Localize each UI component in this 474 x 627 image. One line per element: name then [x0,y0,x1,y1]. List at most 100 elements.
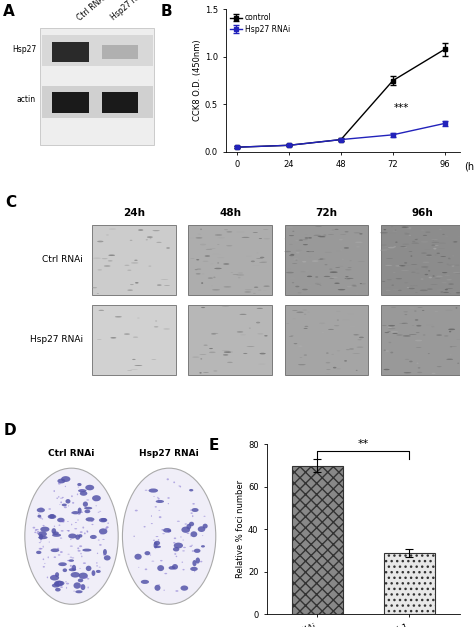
Ellipse shape [417,372,422,373]
Bar [292,466,343,614]
Ellipse shape [431,245,435,246]
Ellipse shape [342,319,350,320]
Ellipse shape [395,241,398,243]
Legend: control, Hsp27 RNAi: control, Hsp27 RNAi [230,13,290,33]
Ellipse shape [197,269,201,270]
Ellipse shape [102,258,108,259]
Ellipse shape [438,262,443,263]
Ellipse shape [412,241,415,243]
Ellipse shape [388,327,392,328]
Ellipse shape [134,260,137,261]
Ellipse shape [176,556,177,557]
Ellipse shape [94,500,96,502]
Ellipse shape [99,518,107,522]
Ellipse shape [349,260,352,261]
Ellipse shape [62,497,64,498]
Text: Hsp27 RNAi: Hsp27 RNAi [109,0,149,22]
Ellipse shape [303,244,308,245]
Ellipse shape [423,235,427,236]
Ellipse shape [456,292,461,293]
Ellipse shape [104,556,110,561]
Ellipse shape [326,362,330,364]
Ellipse shape [47,576,48,578]
Ellipse shape [69,559,74,562]
Ellipse shape [410,285,418,286]
Ellipse shape [172,564,178,569]
Ellipse shape [155,500,164,503]
Ellipse shape [211,333,219,334]
Ellipse shape [345,269,351,270]
Ellipse shape [187,533,189,534]
Ellipse shape [80,491,87,496]
Ellipse shape [173,542,175,544]
Ellipse shape [163,528,171,532]
Ellipse shape [344,247,349,249]
Ellipse shape [426,255,432,256]
Ellipse shape [425,232,430,233]
Ellipse shape [154,545,161,548]
Ellipse shape [25,468,118,604]
Ellipse shape [227,362,233,363]
Ellipse shape [164,573,167,574]
Ellipse shape [147,236,153,238]
Ellipse shape [107,527,109,528]
Ellipse shape [292,231,294,232]
Ellipse shape [218,237,225,238]
Ellipse shape [205,255,210,257]
Ellipse shape [384,332,389,333]
Ellipse shape [60,520,63,522]
Ellipse shape [198,526,205,532]
Ellipse shape [456,339,463,340]
Ellipse shape [433,240,436,241]
Ellipse shape [98,512,100,513]
Ellipse shape [96,562,98,564]
Ellipse shape [427,288,433,290]
Ellipse shape [52,551,54,552]
Ellipse shape [428,277,432,278]
Ellipse shape [392,285,394,286]
Ellipse shape [404,314,407,315]
Ellipse shape [190,545,192,547]
Ellipse shape [67,560,70,561]
Ellipse shape [426,256,432,257]
Ellipse shape [388,342,392,343]
Ellipse shape [245,292,251,293]
Ellipse shape [190,510,192,511]
Ellipse shape [82,549,91,552]
Ellipse shape [308,237,312,239]
Ellipse shape [105,529,107,530]
Ellipse shape [319,258,323,260]
Ellipse shape [200,561,202,562]
Ellipse shape [295,286,300,287]
Ellipse shape [135,554,142,560]
Ellipse shape [200,372,202,374]
Ellipse shape [39,517,42,519]
Ellipse shape [210,263,213,264]
Ellipse shape [107,522,109,524]
Ellipse shape [304,314,306,315]
Ellipse shape [431,326,434,327]
Ellipse shape [249,328,251,329]
Ellipse shape [61,476,70,482]
Ellipse shape [319,237,325,238]
Text: actin: actin [17,95,36,103]
Ellipse shape [443,292,449,293]
Ellipse shape [34,532,36,533]
Ellipse shape [351,285,356,286]
Ellipse shape [81,586,83,588]
Ellipse shape [302,261,306,263]
Ellipse shape [337,289,346,290]
Ellipse shape [305,238,309,239]
Ellipse shape [438,248,445,249]
Ellipse shape [53,575,55,577]
Ellipse shape [178,485,180,487]
Ellipse shape [77,483,82,486]
Ellipse shape [110,337,116,339]
Ellipse shape [240,334,246,335]
Ellipse shape [437,253,440,254]
Ellipse shape [194,571,195,572]
Ellipse shape [81,584,82,586]
Ellipse shape [68,505,69,507]
Ellipse shape [334,325,339,326]
Bar [189,305,272,375]
